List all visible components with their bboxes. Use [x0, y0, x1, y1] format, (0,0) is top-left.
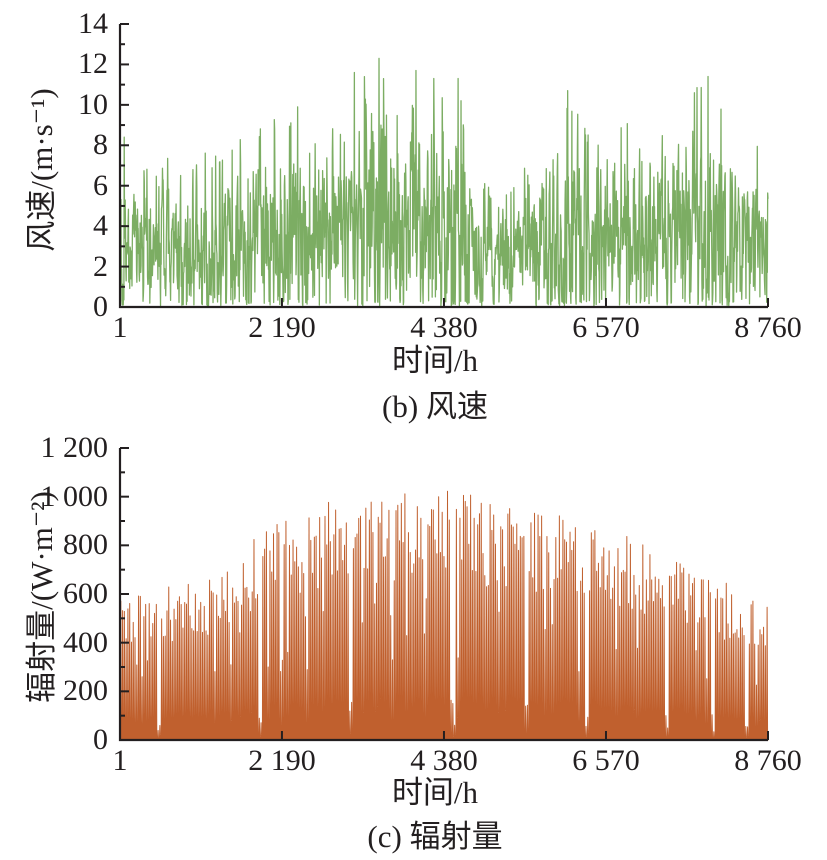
radiation-y-tick-label: 1 200: [40, 431, 109, 464]
wind-x-tick-label: 4 380: [410, 311, 478, 344]
radiation-y-tick-label: 200: [63, 674, 108, 708]
radiation-y-tick-label: 600: [63, 577, 108, 610]
radiation-x-tick-label: 2 190: [248, 744, 316, 777]
wind-subplot-caption: (b) 风速: [382, 389, 488, 424]
radiation-x-tick-label: 6 570: [572, 744, 640, 777]
radiation-y-tick-label: 400: [63, 625, 108, 659]
wind-y-tick-label: 4: [93, 209, 108, 243]
radiation-x-tick-label: 4 380: [410, 744, 478, 777]
wind-y-tick-label: 14: [78, 7, 108, 40]
wind-y-tick-label: 12: [78, 47, 108, 81]
radiation-subplot-caption: (c) 辐射量: [367, 819, 503, 854]
radiation-y-tick-label: 0: [93, 723, 108, 756]
wind-x-tick-label: 2 190: [248, 311, 316, 344]
wind-x-tick-label: 6 570: [572, 311, 640, 344]
wind-y-tick-label: 10: [78, 87, 108, 121]
wind-series-path: [119, 57, 769, 307]
radiation-series-path: [119, 490, 769, 741]
radiation-y-tick-label: 800: [63, 528, 108, 562]
radiation-x-axis-title: 时间/h: [391, 775, 479, 810]
wind-y-tick-label: 0: [93, 290, 108, 323]
wind-y-tick-label: 2: [93, 249, 108, 283]
radiation-x-tick-label: 8 760: [734, 744, 802, 777]
wind-y-tick-label: 8: [93, 128, 108, 162]
radiation-y-tick-label: 1 000: [40, 479, 109, 513]
wind-y-tick-label: 6: [93, 168, 108, 202]
wind-x-axis-title: 时间/h: [391, 343, 479, 378]
wind-x-tick-label: 1: [112, 311, 128, 344]
wind-x-tick-label: 8 760: [734, 311, 802, 344]
radiation-x-tick-label: 1: [112, 744, 128, 777]
